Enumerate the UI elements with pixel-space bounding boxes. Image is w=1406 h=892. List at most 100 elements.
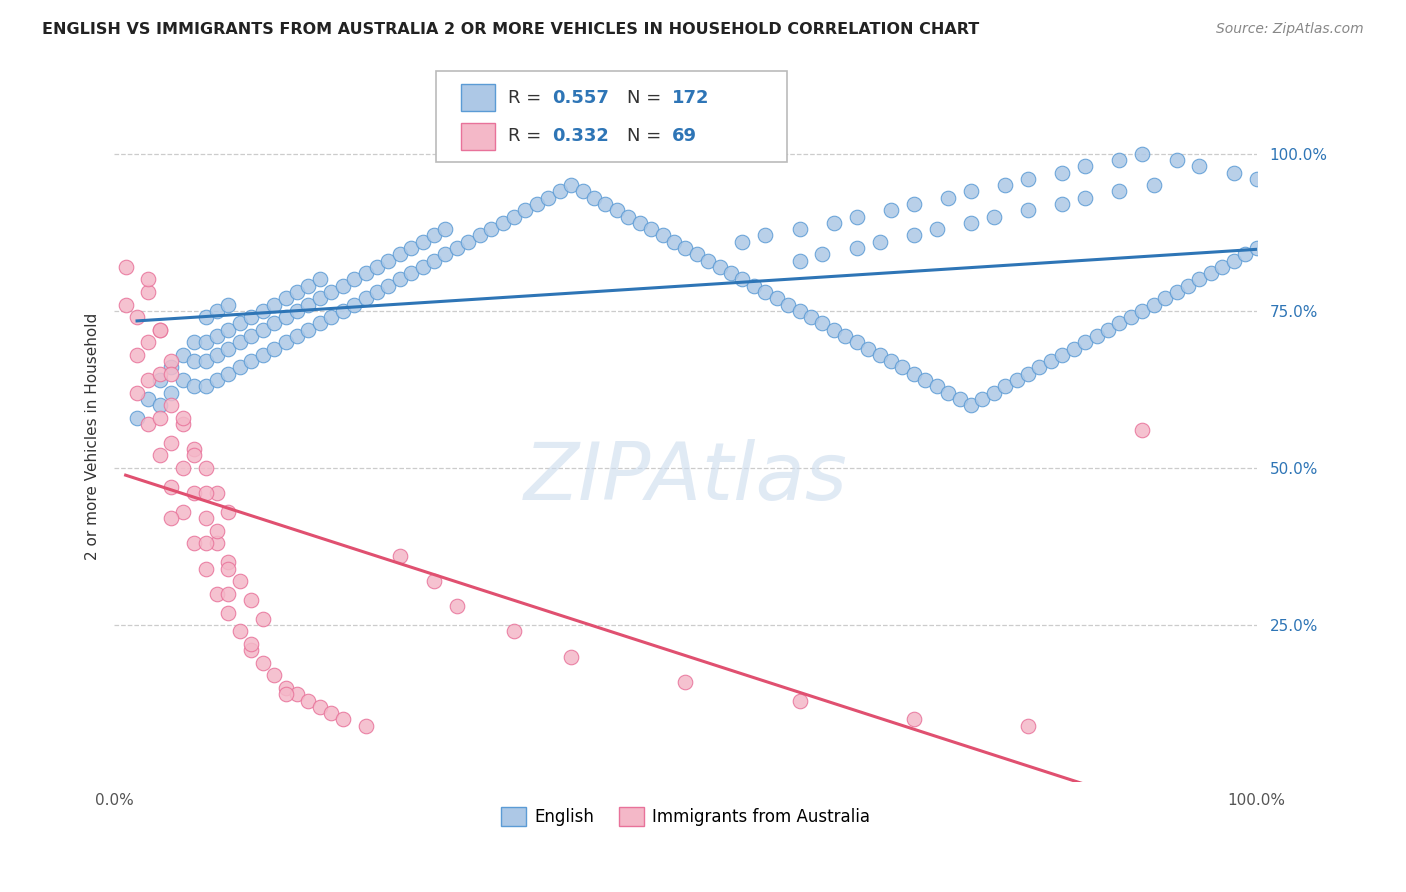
Point: [240, 637, 263, 651]
Point: [789, 693, 811, 707]
Text: N =: N =: [627, 128, 666, 145]
Point: [229, 360, 252, 375]
Point: [1119, 310, 1142, 325]
Point: [936, 191, 959, 205]
Point: [354, 291, 377, 305]
Point: [297, 693, 319, 707]
Point: [332, 278, 354, 293]
Point: [194, 511, 217, 525]
Point: [1143, 297, 1166, 311]
Point: [285, 687, 308, 701]
Point: [149, 373, 172, 387]
Point: [811, 247, 834, 261]
Point: [595, 197, 617, 211]
Point: [1108, 153, 1130, 167]
Point: [308, 291, 330, 305]
Point: [149, 323, 172, 337]
Point: [1097, 323, 1119, 337]
Point: [1063, 342, 1085, 356]
Point: [399, 241, 422, 255]
Point: [834, 329, 856, 343]
Point: [1143, 178, 1166, 193]
Point: [149, 449, 172, 463]
Point: [1154, 291, 1177, 305]
Point: [205, 303, 228, 318]
Point: [582, 191, 605, 205]
Point: [263, 317, 285, 331]
Point: [194, 335, 217, 350]
Point: [252, 348, 274, 362]
Point: [229, 574, 252, 589]
Point: [240, 354, 263, 368]
Point: [252, 303, 274, 318]
Point: [377, 278, 399, 293]
Point: [446, 241, 468, 255]
Point: [308, 317, 330, 331]
Point: [229, 335, 252, 350]
Point: [880, 354, 903, 368]
Text: R =: R =: [508, 89, 547, 107]
Point: [1017, 719, 1039, 733]
Point: [1108, 185, 1130, 199]
Text: ZIPAtlas: ZIPAtlas: [523, 439, 848, 517]
Point: [869, 235, 891, 249]
Point: [697, 253, 720, 268]
Point: [399, 266, 422, 280]
Point: [1130, 146, 1153, 161]
Point: [217, 505, 239, 519]
Point: [1085, 329, 1108, 343]
Point: [983, 210, 1005, 224]
Y-axis label: 2 or more Vehicles in Household: 2 or more Vehicles in Household: [86, 313, 100, 560]
Point: [125, 410, 148, 425]
Point: [845, 210, 868, 224]
Point: [321, 706, 343, 721]
Point: [194, 536, 217, 550]
Point: [297, 278, 319, 293]
Point: [366, 260, 388, 274]
Point: [891, 360, 914, 375]
Point: [285, 329, 308, 343]
Point: [217, 342, 239, 356]
Point: [1211, 260, 1233, 274]
Point: [240, 643, 263, 657]
Point: [252, 323, 274, 337]
Point: [172, 373, 194, 387]
Point: [160, 360, 183, 375]
Point: [297, 323, 319, 337]
Point: [138, 272, 160, 286]
Point: [332, 713, 354, 727]
Point: [1130, 303, 1153, 318]
Point: [263, 297, 285, 311]
Point: [503, 210, 526, 224]
Point: [366, 285, 388, 299]
Point: [183, 449, 205, 463]
Point: [869, 348, 891, 362]
Point: [125, 310, 148, 325]
Point: [252, 612, 274, 626]
Point: [537, 191, 560, 205]
Point: [789, 253, 811, 268]
Point: [274, 310, 297, 325]
Point: [548, 185, 571, 199]
Point: [960, 398, 983, 412]
Point: [138, 417, 160, 431]
Point: [217, 561, 239, 575]
Point: [1246, 171, 1268, 186]
Point: [183, 379, 205, 393]
Point: [183, 442, 205, 457]
Point: [823, 216, 845, 230]
Point: [503, 624, 526, 639]
Point: [1005, 373, 1028, 387]
Point: [1222, 253, 1244, 268]
Point: [205, 524, 228, 538]
Text: ENGLISH VS IMMIGRANTS FROM AUSTRALIA 2 OR MORE VEHICLES IN HOUSEHOLD CORRELATION: ENGLISH VS IMMIGRANTS FROM AUSTRALIA 2 O…: [42, 22, 980, 37]
Point: [479, 222, 502, 236]
Point: [1246, 241, 1268, 255]
Point: [823, 323, 845, 337]
Point: [720, 266, 742, 280]
Point: [217, 367, 239, 381]
Point: [994, 178, 1017, 193]
Point: [1130, 423, 1153, 437]
Point: [994, 379, 1017, 393]
Point: [205, 329, 228, 343]
